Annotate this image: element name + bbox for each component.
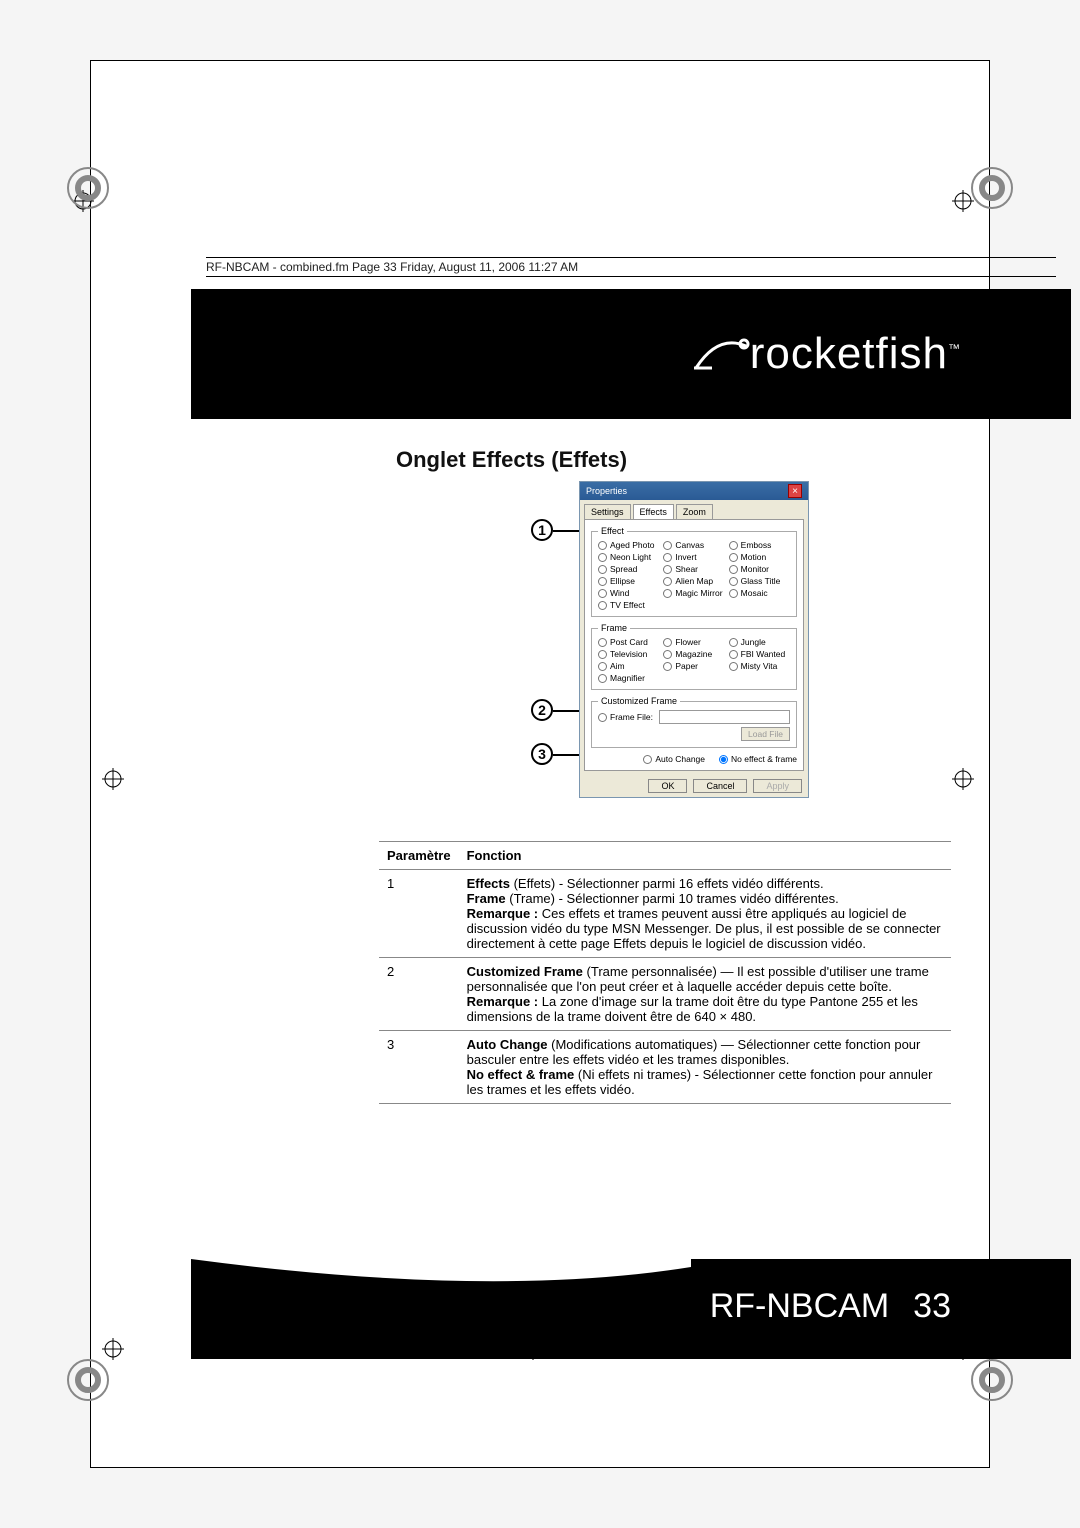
effect-option[interactable]: TV Effect (598, 600, 659, 610)
custom-frame-legend: Customized Frame (598, 696, 680, 706)
frame-option[interactable]: Paper (663, 661, 724, 671)
frame-option[interactable]: Television (598, 649, 659, 659)
load-file-button[interactable]: Load File (741, 727, 790, 741)
effect-option[interactable]: Aged Photo (598, 540, 659, 550)
rocketfish-arc-icon (694, 332, 754, 376)
parameter-table: Paramètre Fonction 1Effects (Effets) - S… (379, 841, 951, 1104)
brand-logo: rocketfish™ (694, 329, 961, 379)
frame-file-input[interactable] (659, 710, 790, 724)
tab-zoom[interactable]: Zoom (676, 504, 713, 519)
tab-effects[interactable]: Effects (633, 504, 674, 519)
frame-option[interactable]: Flower (663, 637, 724, 647)
footer-page: 33 (913, 1287, 951, 1326)
dialog-body: Effect Aged Photo Canvas Emboss Neon Light I… (584, 519, 804, 771)
no-effect-radio[interactable]: No effect & frame (719, 754, 797, 764)
regmark-icon (522, 1338, 544, 1360)
effect-option[interactable]: Canvas (663, 540, 724, 550)
apply-button[interactable]: Apply (753, 779, 802, 793)
effect-option[interactable]: Spread (598, 564, 659, 574)
effect-option[interactable]: Magic Mirror (663, 588, 724, 598)
corner-mark-icon (968, 1356, 1016, 1409)
effect-option[interactable]: Monitor (729, 564, 790, 574)
bottom-options: Auto Change No effect & frame (591, 754, 797, 764)
regmark-icon (952, 768, 974, 790)
close-icon[interactable]: × (788, 484, 802, 498)
frame-legend: Frame (598, 623, 630, 633)
effect-option[interactable]: Shear (663, 564, 724, 574)
frame-group: Frame Post Card Flower Jungle Television Mag… (591, 623, 797, 690)
effect-option[interactable]: Emboss (729, 540, 790, 550)
param-description: Effects (Effets) - Sélectionner parmi 16… (459, 870, 951, 958)
frame-option[interactable]: Magnifier (598, 673, 659, 683)
effect-option[interactable]: Glass Title (729, 576, 790, 586)
effects-grid: Aged Photo Canvas Emboss Neon Light Invert Mo… (598, 540, 790, 610)
effect-option[interactable]: Invert (663, 552, 724, 562)
corner-mark-icon (64, 1356, 112, 1409)
frames-grid: Post Card Flower Jungle Television Magazine F… (598, 637, 790, 683)
dialog-title-text: Properties (586, 486, 627, 496)
table-row: 3Auto Change (Modifications automatiques… (379, 1031, 951, 1104)
param-number: 1 (379, 870, 459, 958)
callout-2: 2 (531, 699, 553, 721)
manual-page: RF-NBCAM - combined.fm Page 33 Friday, A… (90, 60, 990, 1468)
footer-text: RF-NBCAM 33 (710, 1287, 951, 1326)
col-fonction: Fonction (459, 842, 951, 870)
frame-option[interactable]: Aim (598, 661, 659, 671)
callout-1: 1 (531, 519, 553, 541)
properties-dialog: Properties × Settings Effects Zoom Effec… (579, 481, 809, 798)
ok-button[interactable]: OK (648, 779, 687, 793)
dialog-tabs: Settings Effects Zoom (580, 500, 808, 519)
frame-option[interactable]: Post Card (598, 637, 659, 647)
table-row: 1Effects (Effets) - Sélectionner parmi 1… (379, 870, 951, 958)
tab-settings[interactable]: Settings (584, 504, 631, 519)
page-header-line: RF-NBCAM - combined.fm Page 33 Friday, A… (206, 257, 1056, 277)
section-title: Onglet Effects (Effets) (396, 447, 627, 473)
corner-mark-icon (64, 164, 112, 217)
effect-group: Effect Aged Photo Canvas Emboss Neon Light I… (591, 526, 797, 617)
frame-option[interactable]: Magazine (663, 649, 724, 659)
param-description: Customized Frame (Trame personnalisée) —… (459, 958, 951, 1031)
param-number: 3 (379, 1031, 459, 1104)
effect-option[interactable]: Ellipse (598, 576, 659, 586)
dialog-titlebar: Properties × (580, 482, 808, 500)
auto-change-radio[interactable]: Auto Change (643, 754, 705, 764)
effect-option[interactable]: Neon Light (598, 552, 659, 562)
callout-3: 3 (531, 743, 553, 765)
dialog-buttons: OK Cancel Apply (580, 775, 808, 797)
cancel-button[interactable]: Cancel (693, 779, 747, 793)
effect-legend: Effect (598, 526, 627, 536)
frame-file-radio[interactable]: Frame File: (598, 712, 653, 722)
callout-1-line (553, 530, 579, 532)
table-row: 2Customized Frame (Trame personnalisée) … (379, 958, 951, 1031)
effect-option[interactable]: Mosaic (729, 588, 790, 598)
regmark-icon (102, 768, 124, 790)
col-parametre: Paramètre (379, 842, 459, 870)
footer-model: RF-NBCAM (710, 1287, 889, 1326)
corner-mark-icon (968, 164, 1016, 217)
param-description: Auto Change (Modifications automatiques)… (459, 1031, 951, 1104)
callout-3-line (553, 754, 579, 756)
frame-option[interactable]: Misty Vita (729, 661, 790, 671)
effect-option[interactable]: Wind (598, 588, 659, 598)
footer-banner: RF-NBCAM 33 (191, 1259, 1071, 1359)
custom-frame-group: Customized Frame Frame File: Load File (591, 696, 797, 748)
brand-text: rocketfish™ (750, 329, 961, 379)
brand-banner: rocketfish™ (191, 289, 1071, 419)
callout-2-line (553, 710, 579, 712)
frame-option[interactable]: FBI Wanted (729, 649, 790, 659)
effect-option[interactable]: Motion (729, 552, 790, 562)
param-number: 2 (379, 958, 459, 1031)
frame-option[interactable]: Jungle (729, 637, 790, 647)
frame-file-row: Frame File: (598, 710, 790, 724)
effect-option[interactable]: Alien Map (663, 576, 724, 586)
